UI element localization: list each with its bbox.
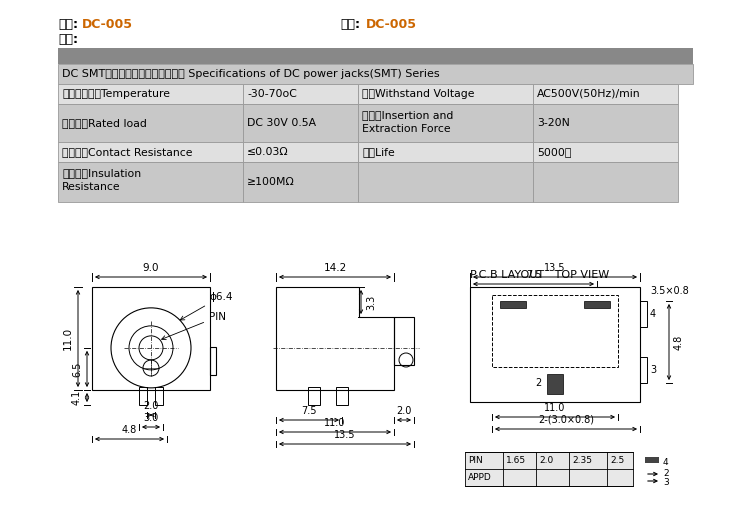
Text: DC-005: DC-005	[366, 18, 417, 31]
Bar	[533, 84, 678, 104]
Bar	[308, 387, 320, 405]
Text: 5000次: 5000次	[537, 147, 572, 157]
Text: 型号:: 型号:	[58, 18, 78, 31]
Text: DC-005: DC-005	[82, 18, 133, 31]
Bar	[92, 287, 210, 390]
Text: P.C.B LAYOUT   TOP VIEW: P.C.B LAYOUT TOP VIEW	[470, 270, 609, 280]
Text: 4: 4	[650, 309, 656, 319]
Bar	[358, 162, 533, 202]
Bar	[155, 387, 163, 405]
Text: 2: 2	[663, 469, 669, 478]
Bar	[58, 142, 243, 162]
Text: 3: 3	[650, 365, 656, 375]
Bar	[58, 162, 243, 202]
Text: -30-70oC: -30-70oC	[247, 89, 297, 99]
Text: Resistance: Resistance	[62, 182, 121, 192]
Text: 2.0: 2.0	[396, 406, 412, 416]
Bar	[547, 374, 563, 394]
Bar	[243, 162, 358, 202]
Bar	[533, 162, 678, 202]
Text: 寿命Life: 寿命Life	[362, 147, 394, 157]
Bar	[243, 142, 358, 162]
Text: 1.65: 1.65	[506, 456, 526, 465]
Text: PIN: PIN	[162, 312, 226, 340]
Text: ≥100MΩ: ≥100MΩ	[247, 177, 295, 187]
Bar	[640, 301, 647, 327]
Bar	[492, 295, 618, 367]
Text: 绝缘电阻Insulation: 绝缘电阻Insulation	[62, 168, 141, 178]
Text: 插拔力Insertion and: 插拔力Insertion and	[362, 110, 453, 120]
Text: 接触电阻Contact Resistance: 接触电阻Contact Resistance	[62, 147, 193, 157]
Text: 13.5: 13.5	[544, 263, 566, 273]
Bar	[243, 104, 358, 142]
Text: 11.0: 11.0	[324, 418, 346, 428]
Bar	[358, 142, 533, 162]
Text: DC SMT电源插座系列主要技术指标 Specifications of DC power jacks(SMT) Series: DC SMT电源插座系列主要技术指标 Specifications of DC …	[62, 69, 440, 79]
Bar	[336, 387, 348, 405]
Text: 2.0: 2.0	[143, 401, 159, 411]
Text: 4.1: 4.1	[72, 390, 82, 405]
Bar	[243, 84, 358, 104]
Text: PIN: PIN	[468, 456, 483, 465]
Text: 3.3: 3.3	[366, 294, 376, 310]
Text: 4.8: 4.8	[122, 425, 137, 435]
Bar	[139, 387, 147, 405]
Text: 3.0: 3.0	[143, 413, 159, 423]
Bar	[500, 301, 526, 308]
Text: 4: 4	[663, 458, 669, 467]
Text: DC 30V 0.5A: DC 30V 0.5A	[247, 118, 316, 128]
Bar	[640, 357, 647, 383]
Text: AC500V(50Hz)/min: AC500V(50Hz)/min	[537, 89, 640, 99]
Bar	[58, 48, 693, 64]
Text: 2: 2	[535, 378, 542, 388]
Text: 名称:: 名称:	[340, 18, 360, 31]
Text: APPD: APPD	[468, 473, 492, 482]
Text: 耐压Withstand Voltage: 耐压Withstand Voltage	[362, 89, 475, 99]
Text: ϕ6.4: ϕ6.4	[180, 292, 232, 320]
Text: 2-(3.0×0.8): 2-(3.0×0.8)	[538, 415, 594, 425]
Text: 额定负荷Rated load: 额定负荷Rated load	[62, 118, 147, 128]
Text: ≤0.03Ω: ≤0.03Ω	[247, 147, 289, 157]
Text: 使用温度范围Temperature: 使用温度范围Temperature	[62, 89, 170, 99]
Bar	[358, 84, 533, 104]
Text: 6.5: 6.5	[72, 361, 82, 377]
Text: 13.5: 13.5	[334, 430, 356, 440]
Bar	[394, 317, 414, 365]
Text: 3: 3	[663, 478, 669, 487]
Text: 9.0: 9.0	[142, 263, 159, 273]
Text: 3.5×0.8: 3.5×0.8	[650, 286, 688, 296]
Text: 11.0: 11.0	[544, 403, 566, 413]
Bar	[533, 142, 678, 162]
Bar	[358, 104, 533, 142]
Text: 7.5: 7.5	[526, 270, 542, 280]
Text: 4.8: 4.8	[674, 334, 684, 350]
Bar	[584, 301, 610, 308]
Bar	[465, 452, 633, 486]
Text: 11.0: 11.0	[63, 327, 73, 350]
Text: 2.35: 2.35	[572, 456, 592, 465]
Text: 2.5: 2.5	[610, 456, 624, 465]
Text: 7.5: 7.5	[302, 406, 316, 416]
Bar	[58, 64, 693, 84]
Text: 14.2: 14.2	[323, 263, 346, 273]
Text: Extraction Force: Extraction Force	[362, 124, 451, 134]
Text: 3-20N: 3-20N	[537, 118, 570, 128]
Bar	[470, 287, 640, 402]
Bar	[645, 457, 659, 463]
Text: 2.0: 2.0	[539, 456, 554, 465]
Bar	[533, 104, 678, 142]
Bar	[210, 347, 216, 375]
Bar	[58, 104, 243, 142]
Bar	[58, 84, 243, 104]
Text: 描述:: 描述:	[58, 33, 78, 46]
